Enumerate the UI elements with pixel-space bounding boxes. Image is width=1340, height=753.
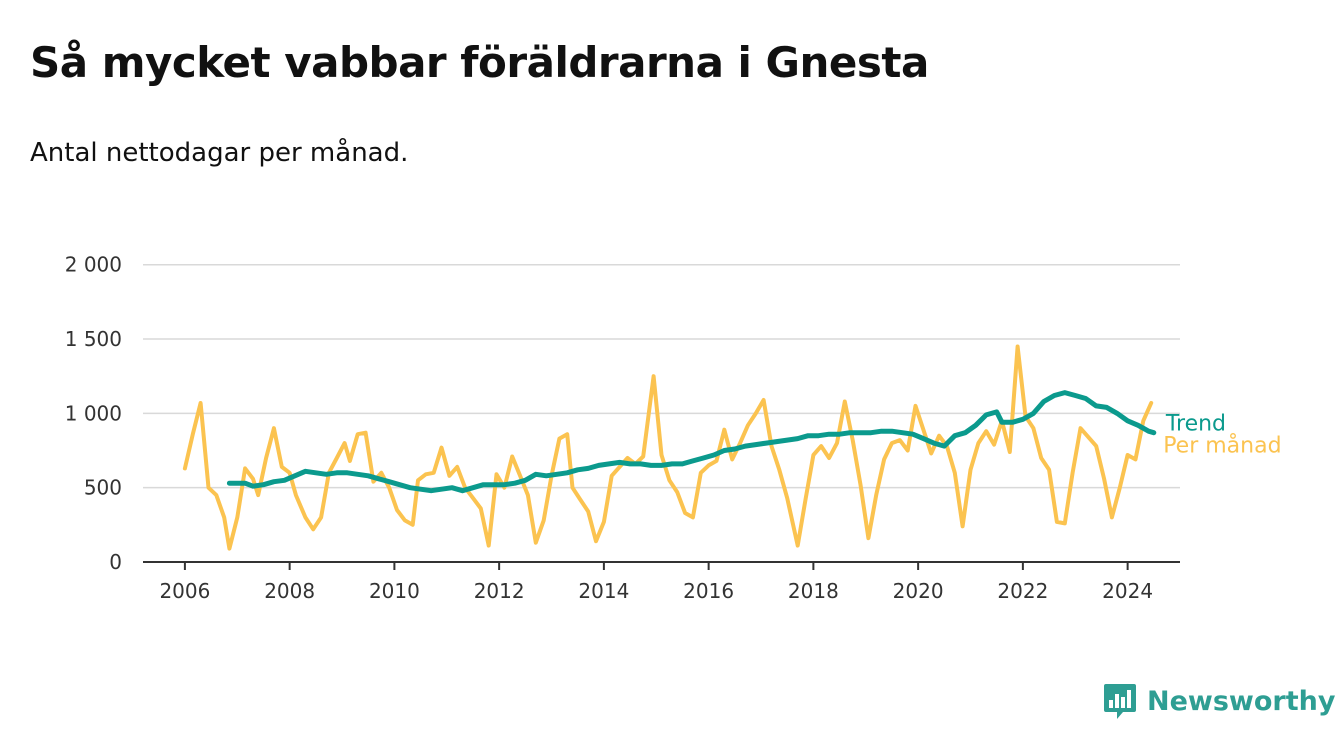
x-tick-label: 2014	[578, 579, 629, 603]
x-tick-label: 2024	[1102, 579, 1153, 603]
y-tick-label: 1 000	[65, 401, 122, 425]
x-tick-label: 2016	[683, 579, 734, 603]
bar-chart-badge-icon	[1104, 684, 1136, 719]
series-line-per-manad	[182, 344, 1154, 551]
x-tick-label: 2012	[474, 579, 525, 603]
grid-lines	[143, 263, 1180, 489]
x-tick-label: 2018	[788, 579, 839, 603]
x-axis: 0 500 1 000 1 500 2 000 2006 2008 2010 2012 2014 2…	[65, 253, 1180, 603]
y-tick-label: 500	[84, 476, 122, 500]
y-tick-label: 1 500	[65, 327, 122, 351]
y-tick-label: 0	[109, 550, 122, 574]
newsworthy-logo: Newsworthy	[1103, 682, 1335, 720]
x-tick-label: 2006	[159, 579, 210, 603]
y-tick-label: 2 000	[65, 253, 122, 277]
x-tick-label: 2020	[893, 579, 944, 603]
x-tick-label: 2008	[264, 579, 315, 603]
chart-title: Så mycket vabbar föräldrarna i Gnesta	[30, 38, 929, 87]
x-tick-label: 2022	[997, 579, 1048, 603]
chart-subtitle: Antal nettodagar per månad.	[30, 138, 409, 168]
series-label-per-manad: Per månad	[1163, 433, 1281, 459]
series-label-trend: Trend	[1165, 412, 1226, 437]
series-layer	[182, 344, 1157, 551]
brand-name: Newsworthy	[1147, 685, 1336, 717]
series-line-trend	[226, 390, 1157, 494]
x-tick-label: 2010	[369, 579, 420, 603]
